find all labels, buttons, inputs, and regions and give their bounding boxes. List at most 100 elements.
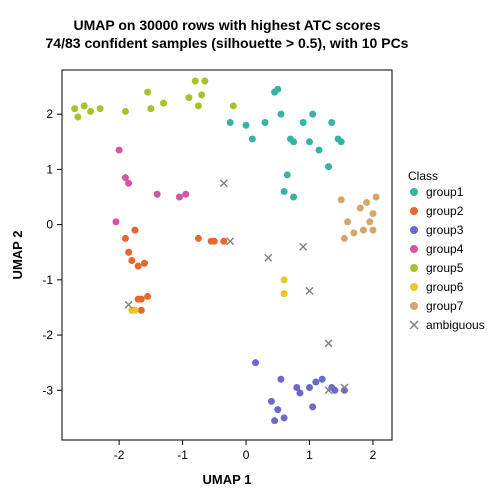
data-point <box>309 403 316 410</box>
data-point <box>144 89 151 96</box>
data-point <box>319 376 326 383</box>
data-point <box>296 390 303 397</box>
data-point <box>198 91 205 98</box>
data-point <box>350 229 357 236</box>
data-point <box>338 138 345 145</box>
data-point <box>195 235 202 242</box>
data-point <box>144 293 151 300</box>
data-point <box>277 111 284 118</box>
data-point <box>284 171 291 178</box>
data-point <box>154 191 161 198</box>
data-point <box>328 119 335 126</box>
data-point <box>74 113 81 120</box>
data-point <box>138 307 145 314</box>
legend-label: group3 <box>426 223 464 237</box>
legend-swatch <box>410 264 418 272</box>
data-point <box>363 199 370 206</box>
data-point <box>306 138 313 145</box>
data-point <box>220 238 227 245</box>
legend-swatch <box>410 245 418 253</box>
data-point <box>81 102 88 109</box>
data-point <box>290 194 297 201</box>
legend-label: ambiguous <box>426 318 485 332</box>
legend-label: group1 <box>426 185 464 199</box>
data-point <box>185 94 192 101</box>
legend-swatch <box>410 226 418 234</box>
legend-title: Class <box>408 169 438 183</box>
data-point <box>230 102 237 109</box>
x-tick-label: 1 <box>306 448 313 462</box>
data-point <box>268 398 275 405</box>
data-point <box>112 218 119 225</box>
umap-scatter-plot: UMAP on 30000 rows with highest ATC scor… <box>0 0 504 504</box>
data-point <box>300 119 307 126</box>
data-point <box>116 147 123 154</box>
data-point <box>249 136 256 143</box>
x-tick-label: -2 <box>114 448 125 462</box>
data-point <box>281 414 288 421</box>
data-point <box>344 218 351 225</box>
data-point <box>176 194 183 201</box>
data-point <box>271 417 278 424</box>
data-point <box>201 78 208 85</box>
data-point <box>369 227 376 234</box>
legend-swatch <box>410 207 418 215</box>
data-point <box>135 263 142 270</box>
data-point <box>274 406 281 413</box>
data-point <box>331 387 338 394</box>
data-point <box>97 105 104 112</box>
data-point <box>366 218 373 225</box>
legend-label: group4 <box>426 242 464 256</box>
data-point <box>277 376 284 383</box>
data-point <box>195 102 202 109</box>
y-tick-label: 1 <box>46 162 53 176</box>
data-point <box>160 100 167 107</box>
data-point <box>306 384 313 391</box>
data-point <box>131 227 138 234</box>
legend-swatch <box>410 302 418 310</box>
data-point <box>274 86 281 93</box>
legend-label: group2 <box>426 204 464 218</box>
data-point <box>227 119 234 126</box>
data-point <box>290 138 297 145</box>
data-point <box>341 235 348 242</box>
y-tick-label: 0 <box>46 218 53 232</box>
data-point <box>71 105 78 112</box>
y-tick-label: 2 <box>46 107 53 121</box>
legend-label: group7 <box>426 299 464 313</box>
data-point <box>243 122 250 129</box>
data-point <box>309 111 316 118</box>
x-tick-label: -1 <box>177 448 188 462</box>
plot-title-line2: 74/83 confident samples (silhouette > 0.… <box>46 35 409 51</box>
data-point <box>87 108 94 115</box>
data-point <box>122 108 129 115</box>
legend-label: group6 <box>426 280 464 294</box>
x-axis-label: UMAP 1 <box>203 472 252 487</box>
x-tick-label: 0 <box>243 448 250 462</box>
y-tick-label: -2 <box>42 328 53 342</box>
data-point <box>360 227 367 234</box>
data-point <box>373 194 380 201</box>
y-axis-label: UMAP 2 <box>10 231 25 280</box>
y-tick-label: -3 <box>42 383 53 397</box>
data-point <box>125 180 132 187</box>
data-point <box>192 78 199 85</box>
data-point <box>325 163 332 170</box>
data-point <box>125 249 132 256</box>
data-point <box>312 379 319 386</box>
data-point <box>147 105 154 112</box>
data-point <box>338 196 345 203</box>
data-point <box>316 147 323 154</box>
legend-label: group5 <box>426 261 464 275</box>
data-point <box>281 276 288 283</box>
x-tick-label: 2 <box>370 448 377 462</box>
data-point <box>281 290 288 297</box>
y-tick-label: -1 <box>42 273 53 287</box>
data-point <box>252 359 259 366</box>
data-point <box>141 260 148 267</box>
data-point <box>262 119 269 126</box>
data-point <box>369 210 376 217</box>
data-point <box>122 235 129 242</box>
data-point <box>128 257 135 264</box>
plot-title-line1: UMAP on 30000 rows with highest ATC scor… <box>73 17 380 33</box>
